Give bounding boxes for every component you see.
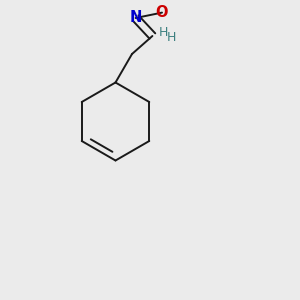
Text: H: H	[166, 31, 176, 44]
Text: O: O	[156, 5, 168, 20]
Text: N: N	[129, 11, 142, 26]
Text: H: H	[159, 26, 168, 39]
